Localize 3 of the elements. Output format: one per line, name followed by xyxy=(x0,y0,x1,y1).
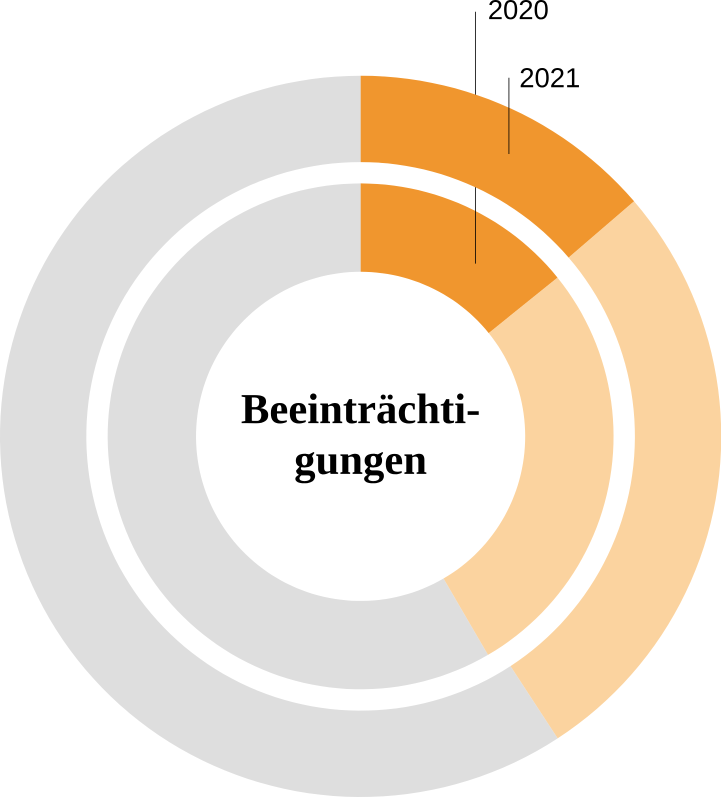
text: Beeinträchti-gungen xyxy=(242,394,479,484)
slice-label: 2020 xyxy=(489,0,548,20)
slice-label: 2021 xyxy=(520,68,579,88)
